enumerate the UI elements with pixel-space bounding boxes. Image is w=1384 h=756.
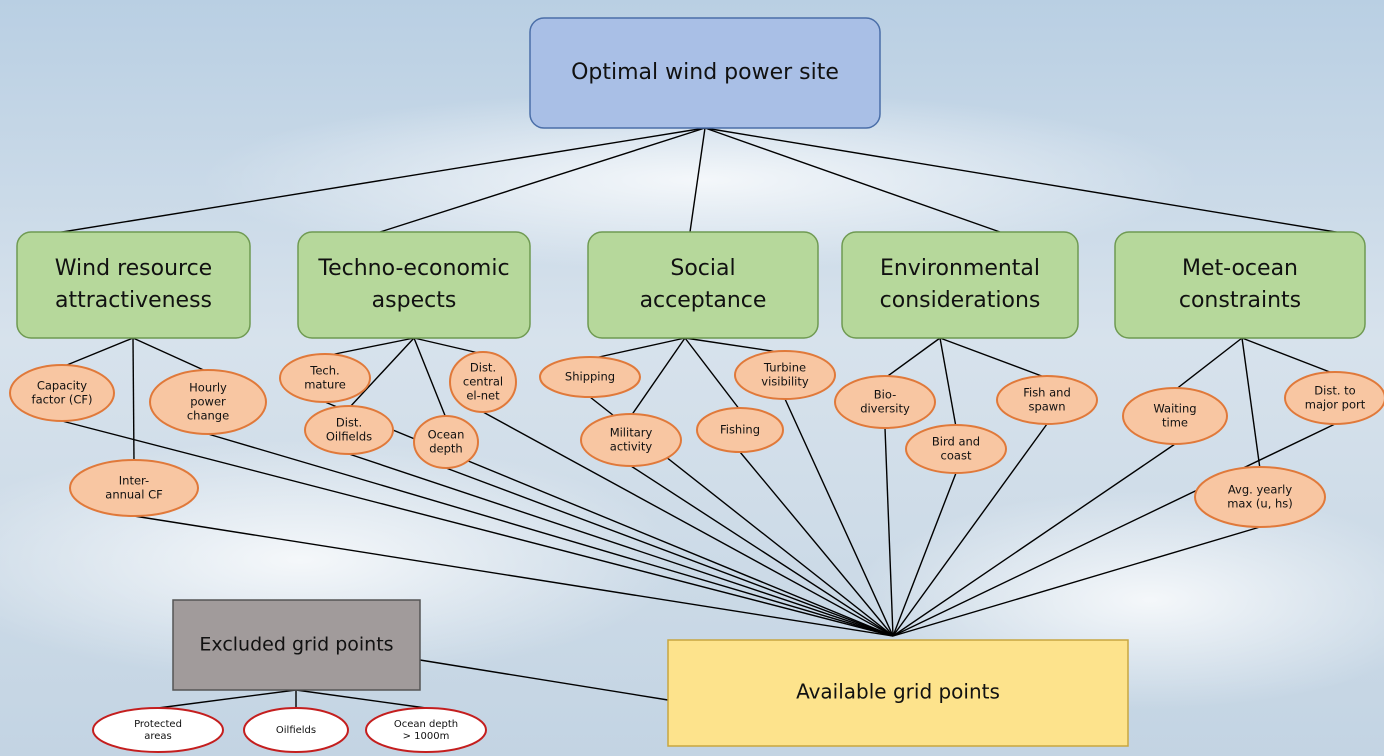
factor-label: visibility bbox=[761, 375, 809, 389]
page: Optimal wind power site Wind resource attr… bbox=[0, 0, 1384, 756]
factor-label: Military bbox=[610, 426, 653, 440]
factor-label: Waiting bbox=[1153, 402, 1196, 416]
factor-label: Turbine bbox=[763, 361, 806, 375]
connector bbox=[133, 338, 134, 462]
criterion-label: Wind resource bbox=[55, 256, 212, 281]
factor-label: time bbox=[1162, 416, 1188, 430]
excluded-item-label: Protected bbox=[134, 719, 182, 730]
factor-label: factor (CF) bbox=[32, 393, 93, 407]
factor-label: change bbox=[187, 409, 229, 423]
available-label: Available grid points bbox=[796, 680, 1000, 704]
factor-label: Inter- bbox=[119, 474, 149, 488]
factor-label: major port bbox=[1305, 398, 1366, 412]
factor-label: Capacity bbox=[37, 379, 87, 393]
factor-label: Tech. bbox=[309, 364, 339, 378]
criterion-label: Social bbox=[670, 256, 735, 281]
factor-label: Avg. yearly bbox=[1228, 483, 1292, 497]
excluded-node bbox=[366, 708, 486, 752]
factor-label: activity bbox=[610, 440, 653, 454]
factor-label: Dist. to bbox=[1314, 384, 1355, 398]
criterion-label: considerations bbox=[880, 288, 1041, 313]
factor-label: Dist. bbox=[336, 416, 362, 430]
factor-label: Bio- bbox=[874, 388, 896, 402]
factor-label: Ocean bbox=[428, 428, 465, 442]
criterion-box bbox=[17, 232, 250, 338]
excluded-node bbox=[93, 708, 223, 752]
factor-label: Shipping bbox=[565, 370, 615, 384]
criterion-box bbox=[842, 232, 1078, 338]
criterion-box bbox=[298, 232, 530, 338]
excluded-item-label: areas bbox=[144, 731, 172, 742]
criterion-label: Met-ocean bbox=[1182, 256, 1298, 281]
factor-label: Hourly bbox=[189, 381, 227, 395]
criterion-label: attractiveness bbox=[55, 288, 212, 313]
criterion-label: acceptance bbox=[640, 288, 767, 313]
factor-label: Oilfields bbox=[326, 430, 372, 444]
excluded-label: Excluded grid points bbox=[199, 634, 393, 656]
root-label: Optimal wind power site bbox=[571, 60, 839, 85]
factor-label: Fish and bbox=[1023, 386, 1071, 400]
criterion-box bbox=[588, 232, 818, 338]
criterion-box bbox=[1115, 232, 1365, 338]
factor-label: Fishing bbox=[720, 423, 760, 437]
factor-label: depth bbox=[429, 442, 462, 456]
factor-label: coast bbox=[941, 449, 972, 463]
factor-label: mature bbox=[304, 378, 346, 392]
factor-label: Dist. bbox=[470, 361, 496, 375]
factor-label: annual CF bbox=[105, 488, 162, 502]
excluded-item-label: Ocean depth bbox=[394, 719, 458, 730]
criterion-label: Environmental bbox=[880, 256, 1040, 281]
diagram: Optimal wind power site Wind resource attr… bbox=[0, 0, 1384, 756]
factor-label: central bbox=[463, 375, 503, 389]
factor-label: max (u, hs) bbox=[1227, 497, 1293, 511]
factor-label: diversity bbox=[860, 402, 910, 416]
factor-label: el-net bbox=[466, 389, 500, 403]
factor-label: Bird and bbox=[932, 435, 980, 449]
criterion-label: constraints bbox=[1179, 288, 1301, 313]
factor-label: spawn bbox=[1028, 400, 1065, 414]
excluded-item-label: Oilfields bbox=[276, 725, 316, 736]
factor-label: power bbox=[190, 395, 226, 409]
excluded-item-label: > 1000m bbox=[403, 731, 450, 742]
criterion-label: aspects bbox=[372, 288, 457, 313]
criterion-label: Techno-economic bbox=[317, 256, 509, 281]
